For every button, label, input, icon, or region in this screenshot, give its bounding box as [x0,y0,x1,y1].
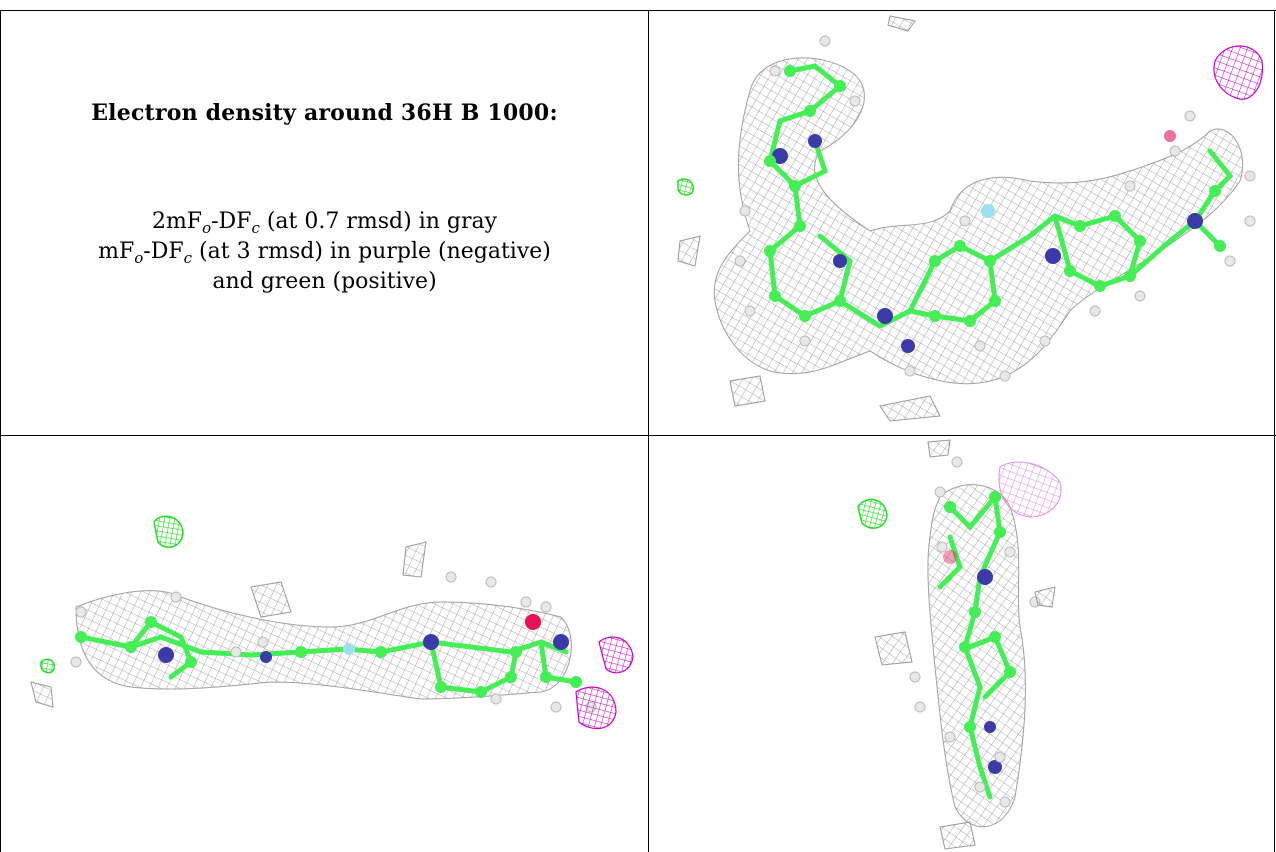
carbon-atoms [75,616,582,698]
hydrogen-atoms [734,35,1256,382]
negative-density-blob [598,636,634,674]
density-mesh-gray [713,57,1244,385]
caption-line-1-rest: (at 0.7 rmsd) in gray [259,209,498,234]
density-image-end-on [857,439,1062,850]
view-top-right [650,11,1274,435]
density-mesh-gray [927,484,1026,828]
oxygen-atom [1164,130,1176,142]
caption-line-2-term-b: -DF [143,239,184,264]
caption-line-2: mFo-DFc (at 3 rmsd) in purple (negative) [1,237,648,267]
caption-line-1: 2mFo-DFc (at 0.7 rmsd) in gray [1,207,648,237]
caption-line-1-term-b: -DF [211,209,252,234]
negative-density-blob-2 [575,686,617,730]
nitrogen-atoms [977,569,1002,774]
caption-line-1-sub-c: c [251,219,260,237]
positive-density-blob [153,515,184,548]
caption-line-2-sub-c: c [183,249,193,267]
table-left-border [0,10,1,852]
positive-density-blob [677,178,694,196]
table-right-border [1274,10,1275,852]
density-mesh-gray [75,590,572,700]
fluorine-atom [343,643,355,655]
hydrogen-atoms [909,456,1041,808]
table-middle-border [0,435,1276,436]
negative-density-blob [1213,45,1264,100]
nitrogen-atoms [772,134,1203,353]
density-image-side [30,515,634,730]
caption-line-2-rest: (at 3 rmsd) in purple (negative) [192,239,551,264]
caption-title: Electron density around 36H B 1000: [91,100,558,126]
positive-density-blob [857,498,888,529]
negative-density-blob [998,461,1062,518]
caption-line-3: and green (positive) [212,269,437,294]
view-bottom-right [650,437,1274,852]
molecule-bonds [767,63,1234,329]
table-top-border [0,10,1276,11]
caption-cell: Electron density around 36H B 1000: 2mFo… [1,11,648,435]
caption-line-1-sub-o: o [202,219,212,237]
carbon-atoms [944,491,1016,733]
oxygen-atom [943,550,957,564]
positive-density-blob-2 [40,658,55,674]
table-center-border [648,10,649,852]
nitrogen-atoms [158,634,569,663]
oxygen-atom [525,614,541,630]
fluorine-atom [981,204,995,218]
caption-line-2-sub-o: o [134,249,144,267]
stray-mesh-fragments [874,439,1056,850]
stray-mesh-fragments [30,541,427,708]
view-bottom-left [1,437,648,852]
density-image-front [677,15,1264,422]
carbon-atoms [764,65,1226,327]
caption-line-2-term: mF [98,239,135,264]
caption-line-1-term: 2mF [151,209,203,234]
stray-mesh-fragments [677,15,941,422]
